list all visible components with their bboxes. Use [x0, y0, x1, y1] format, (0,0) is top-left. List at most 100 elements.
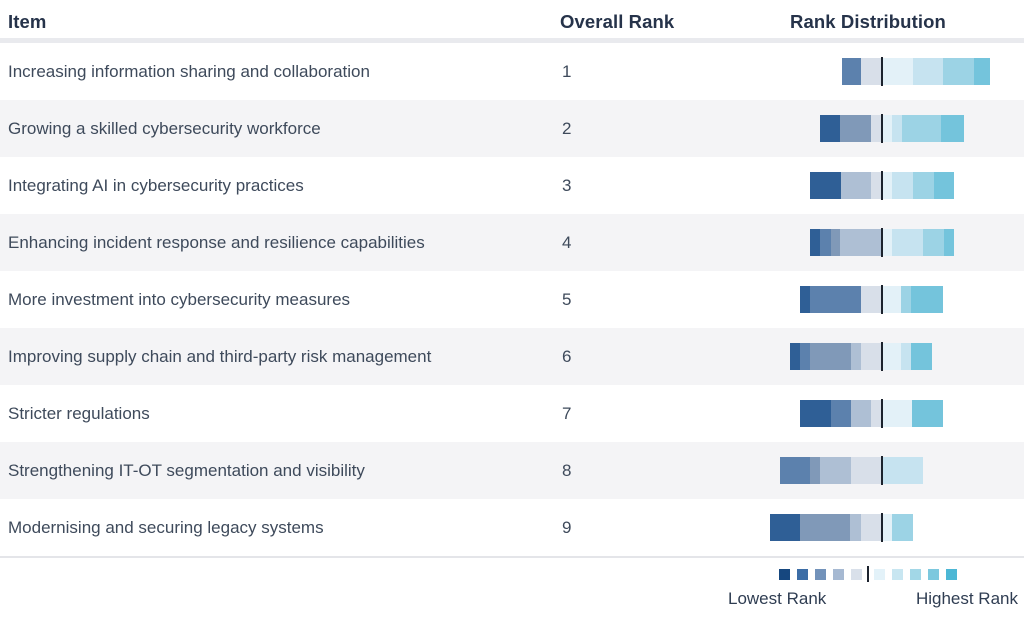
item-label: More investment into cybersecurity measu…: [8, 289, 351, 309]
item-label: Stricter regulations: [8, 403, 150, 423]
column-header-item: Item: [8, 10, 47, 32]
bar-segment-bucket-1: [800, 286, 810, 313]
overall-rank-value: 9: [562, 517, 572, 537]
bar-segment-bucket-6: [883, 400, 912, 427]
bar-segment-bucket-8: [913, 172, 934, 199]
bar-segment-bucket-3: [810, 343, 851, 370]
table-row: Strengthening IT-OT segmentation and vis…: [0, 442, 1024, 499]
table-row: Increasing information sharing and colla…: [0, 43, 1024, 100]
table-row: Integrating AI in cybersecurity practice…: [0, 157, 1024, 214]
bar-segment-bucket-5: [851, 457, 881, 484]
legend-swatch-9: [928, 568, 939, 580]
bar-segment-bucket-9: [912, 400, 943, 427]
median-reference-line: [881, 57, 883, 86]
legend-swatch-6: [874, 568, 885, 580]
median-reference-line: [881, 342, 883, 371]
legend-swatch-8: [910, 568, 921, 580]
table-row: More investment into cybersecurity measu…: [0, 271, 1024, 328]
bar-segment-bucket-2: [800, 343, 810, 370]
bar-segment-bucket-6: [883, 172, 892, 199]
bar-segment-bucket-5: [861, 286, 881, 313]
bar-segment-bucket-1: [810, 229, 820, 256]
bar-segment-bucket-4: [840, 229, 881, 256]
bar-segment-bucket-8: [901, 286, 911, 313]
bar-segment-bucket-4: [850, 514, 861, 541]
table-row: Growing a skilled cybersecurity workforc…: [0, 100, 1024, 157]
bar-segment-bucket-2: [810, 286, 861, 313]
bar-segment-bucket-9: [974, 58, 990, 85]
bar-segment-bucket-2: [820, 229, 831, 256]
bar-segment-bucket-9: [911, 286, 943, 313]
rank-distribution-bar: [810, 172, 954, 199]
bar-segment-bucket-6: [883, 286, 901, 313]
legend-swatch-3: [815, 568, 826, 580]
bar-segment-bucket-6: [883, 58, 913, 85]
rank-distribution-bar: [780, 457, 923, 484]
legend-swatch-strip: [779, 566, 1018, 582]
bar-segment-bucket-1: [790, 343, 800, 370]
bar-segment-bucket-8: [923, 229, 944, 256]
table-row: Improving supply chain and third-party r…: [0, 328, 1024, 385]
overall-rank-value: 5: [562, 289, 572, 309]
color-scale-legend: Lowest Rank Highest Rank: [728, 566, 1018, 609]
rank-distribution-bar: [820, 115, 964, 142]
median-reference-line: [881, 399, 883, 428]
item-label: Modernising and securing legacy systems: [8, 517, 324, 537]
median-reference-line: [881, 456, 883, 485]
bar-segment-bucket-8: [902, 115, 941, 142]
table-row: Modernising and securing legacy systems …: [0, 499, 1024, 556]
legend-swatch-1: [779, 568, 790, 580]
rank-distribution-bar: [800, 400, 943, 427]
bar-segment-bucket-4: [851, 343, 861, 370]
item-label: Enhancing incident response and resilien…: [8, 232, 425, 252]
bar-segment-bucket-6: [883, 343, 901, 370]
overall-rank-value: 4: [562, 232, 572, 252]
legend-swatch-5: [851, 568, 862, 580]
item-label: Increasing information sharing and colla…: [8, 61, 370, 81]
column-header-overall-rank: Overall Rank: [560, 10, 675, 32]
bar-segment-bucket-5: [861, 343, 881, 370]
item-label: Growing a skilled cybersecurity workforc…: [8, 118, 321, 138]
table-row: Stricter regulations 7: [0, 385, 1024, 442]
bar-segment-bucket-4: [841, 172, 871, 199]
bar-segment-bucket-7: [883, 457, 923, 484]
bar-segment-bucket-7: [901, 343, 911, 370]
bar-segment-bucket-4: [820, 457, 851, 484]
rank-distribution-bar: [790, 343, 932, 370]
bar-segment-bucket-7: [913, 58, 943, 85]
bar-segment-bucket-8: [892, 514, 913, 541]
legend-highest-label: Highest Rank: [915, 589, 1018, 608]
median-reference-line: [881, 114, 883, 143]
bar-segment-bucket-5: [871, 115, 881, 142]
bar-segment-bucket-1: [810, 172, 841, 199]
median-reference-line: [881, 171, 883, 200]
column-header-rank-distribution: Rank Distribution: [790, 10, 946, 32]
bar-segment-bucket-9: [941, 115, 964, 142]
bar-segment-bucket-1: [800, 400, 831, 427]
legend-lowest-label: Lowest Rank: [728, 589, 827, 608]
bar-segment-bucket-9: [944, 229, 954, 256]
bar-segment-bucket-5: [861, 58, 881, 85]
legend-divider-line: [867, 566, 869, 582]
bar-segment-bucket-5: [871, 172, 881, 199]
bar-segment-bucket-4: [851, 400, 871, 427]
bar-segment-bucket-6: [883, 115, 892, 142]
item-label: Integrating AI in cybersecurity practice…: [8, 175, 304, 195]
bar-segment-bucket-3: [810, 457, 820, 484]
bar-segment-bucket-2: [780, 457, 810, 484]
rank-distribution-bar: [842, 58, 990, 85]
median-reference-line: [881, 228, 883, 257]
overall-rank-value: 2: [562, 118, 572, 138]
bar-segment-bucket-3: [800, 514, 850, 541]
bar-segment-bucket-3: [831, 229, 840, 256]
rank-distribution-bar: [810, 229, 954, 256]
legend-swatch-7: [892, 568, 903, 580]
bar-segment-bucket-6: [883, 514, 892, 541]
bar-segment-bucket-3: [840, 115, 871, 142]
bar-segment-bucket-9: [911, 343, 932, 370]
legend-swatch-4: [833, 568, 844, 580]
rank-distribution-bar: [770, 514, 913, 541]
bar-segment-bucket-8: [943, 58, 974, 85]
bar-segment-bucket-1: [770, 514, 800, 541]
